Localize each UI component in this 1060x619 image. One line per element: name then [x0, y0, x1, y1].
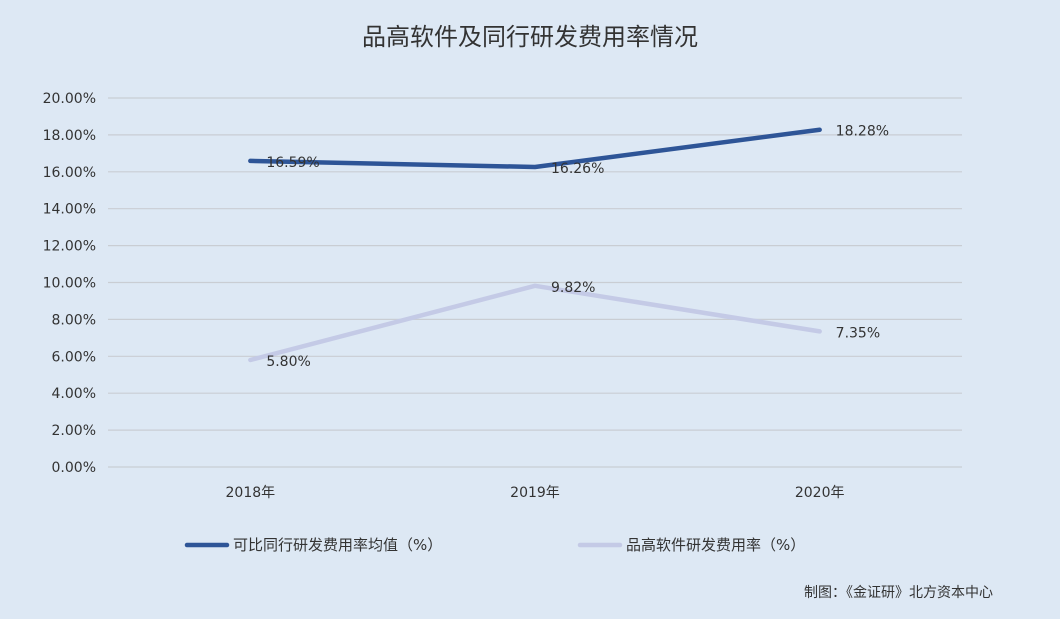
y-tick-label: 0.00% [52, 460, 96, 476]
x-axis-ticks: 2018年 2019年 2020年 [226, 485, 845, 501]
legend: 可比同行研发费用率均值（%） 品高软件研发费用率（%） [184, 536, 805, 554]
data-label: 5.80% [266, 354, 310, 370]
legend-label: 可比同行研发费用率均值（%） [233, 536, 442, 554]
chart-title: 品高软件及同行研发费用率情况 [362, 23, 698, 51]
y-axis-ticks: 0.00% 2.00% 4.00% 6.00% 8.00% 10.00% 12.00% 14.… [43, 91, 96, 476]
legend-label: 品高软件研发费用率（%） [626, 536, 805, 554]
data-label: 7.35% [836, 325, 880, 341]
data-label: 18.28% [836, 124, 889, 140]
y-tick-label: 12.00% [43, 239, 96, 255]
y-tick-label: 6.00% [52, 349, 96, 365]
series-line-0 [248, 127, 822, 170]
y-tick-label: 2.00% [52, 423, 96, 439]
credit-text: 制图：《金证研》北方资本中心 [804, 585, 993, 601]
x-tick-label: 2018年 [226, 485, 276, 501]
y-tick-label: 14.00% [43, 202, 96, 218]
gridlines [108, 97, 962, 468]
data-labels: 16.59% 16.26% 18.28% 5.80% 9.82% 7.35% [266, 124, 889, 370]
y-tick-label: 10.00% [43, 276, 96, 292]
y-tick-label: 18.00% [43, 128, 96, 144]
data-label: 16.26% [551, 161, 604, 177]
series-line-1 [248, 283, 822, 363]
data-label: 9.82% [551, 280, 595, 296]
y-tick-label: 8.00% [52, 312, 96, 328]
x-tick-label: 2020年 [795, 485, 845, 501]
y-tick-label: 20.00% [43, 91, 96, 107]
series-lines [248, 127, 822, 363]
data-label: 16.59% [266, 155, 319, 171]
x-tick-label: 2019年 [510, 485, 560, 501]
y-tick-label: 4.00% [52, 386, 96, 402]
y-tick-label: 16.00% [43, 165, 96, 181]
